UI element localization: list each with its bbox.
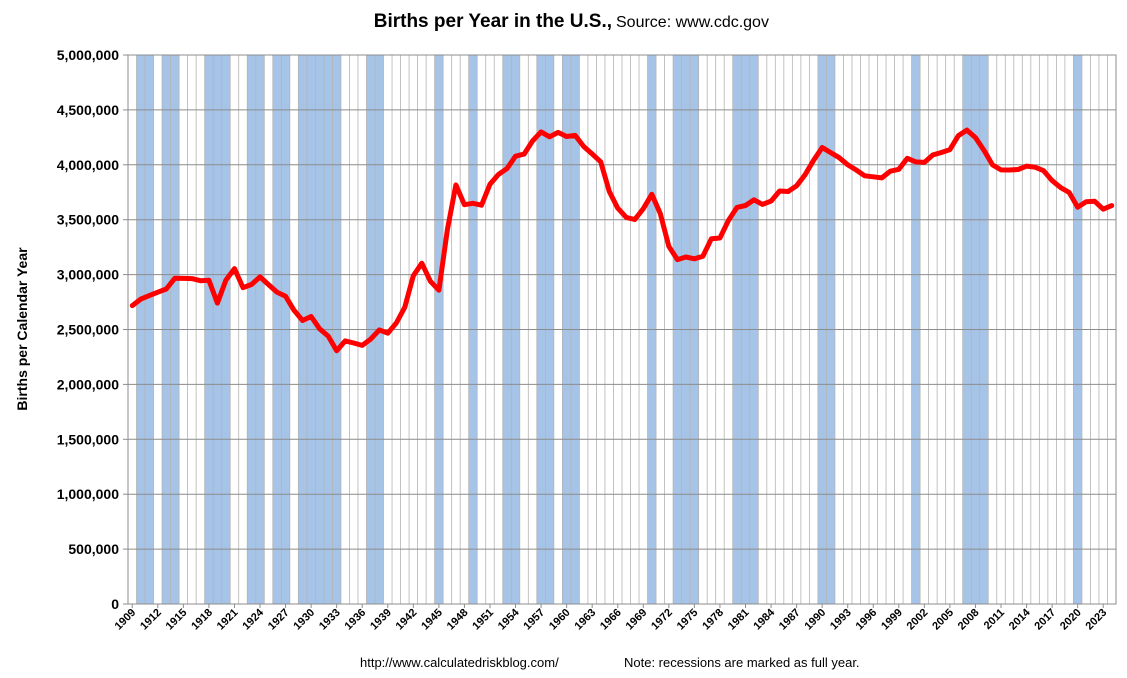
x-tick-label: 2020: [1058, 607, 1084, 633]
x-tick-label: 1972: [649, 607, 675, 633]
x-tick-label: 1975: [675, 607, 701, 633]
x-tick-label: 2011: [982, 607, 1007, 632]
x-tick-label: 1945: [419, 607, 445, 633]
x-tick-label: 1987: [777, 607, 803, 633]
y-tick-label: 5,000,000: [57, 47, 119, 63]
x-tick-label: 1921: [215, 607, 241, 633]
y-tick-label: 1,500,000: [57, 431, 119, 447]
x-tick-label: 1966: [598, 607, 624, 633]
x-tick-label: 2017: [1032, 607, 1058, 633]
x-tick-label: 1951: [470, 607, 496, 633]
x-axis-tick-labels: 1909 1912 1915 1918 1921 1924 1927 1930 1933 1936…: [113, 604, 1110, 633]
footer-source-url: http://www.calculatedriskblog.com/: [360, 655, 559, 670]
x-tick-label: 1963: [573, 607, 599, 633]
x-tick-label: 1915: [164, 607, 190, 633]
y-tick-label: 2,000,000: [57, 376, 119, 392]
chart-title: Births per Year in the U.S.,: [374, 11, 612, 32]
x-tick-label: 1936: [343, 607, 369, 633]
x-tick-label: 1927: [266, 607, 292, 633]
y-tick-label: 4,500,000: [57, 102, 119, 118]
x-tick-label: 1924: [240, 606, 266, 632]
x-tick-label: 2005: [930, 607, 956, 633]
x-tick-label: 1942: [394, 607, 420, 633]
y-axis-label: Births per Calendar Year: [14, 247, 30, 411]
x-tick-label: 1978: [700, 607, 726, 633]
x-tick-label: 1984: [751, 606, 777, 632]
y-tick-label: 2,500,000: [57, 322, 119, 338]
x-tick-label: 1993: [828, 607, 854, 633]
plot-area-border: [127, 54, 1117, 605]
y-tick-label: 3,000,000: [57, 267, 119, 283]
y-tick-label: 500,000: [68, 541, 119, 557]
x-tick-label: 1918: [189, 607, 215, 633]
x-tick-label: 1933: [317, 607, 343, 633]
x-tick-label: 1969: [624, 607, 650, 633]
chart-subtitle: Source: www.cdc.gov: [616, 14, 769, 31]
x-tick-label: 1939: [368, 607, 394, 633]
y-tick-label: 0: [111, 596, 119, 612]
x-tick-label: 2023: [1084, 607, 1110, 633]
x-tick-label: 1957: [521, 607, 547, 633]
y-tick-label: 3,500,000: [57, 212, 119, 228]
y-tick-label: 1,000,000: [57, 486, 119, 502]
x-tick-label: 1990: [802, 607, 828, 633]
x-tick-label: 2014: [1007, 606, 1033, 632]
x-tick-label: 2008: [956, 607, 982, 633]
births-series-line: [129, 127, 1115, 354]
x-tick-label: 1930: [291, 607, 317, 633]
y-tick-label: 4,000,000: [57, 157, 119, 173]
y-axis-tick-labels: 0 500,000 1,000,000 1,500,000 2,000,000 2,500…: [57, 47, 120, 612]
x-tick-label: 1999: [879, 607, 905, 633]
x-tick-label: 1996: [854, 607, 880, 633]
x-tick-label: 1912: [138, 607, 164, 633]
x-tick-label: 1981: [726, 607, 752, 633]
x-tick-label: 2002: [905, 607, 931, 633]
x-tick-label: 1948: [445, 607, 471, 633]
x-tick-label: 1960: [547, 607, 573, 633]
x-tick-label: 1954: [496, 606, 522, 632]
footer-recession-note: Note: recessions are marked as full year…: [624, 655, 860, 670]
